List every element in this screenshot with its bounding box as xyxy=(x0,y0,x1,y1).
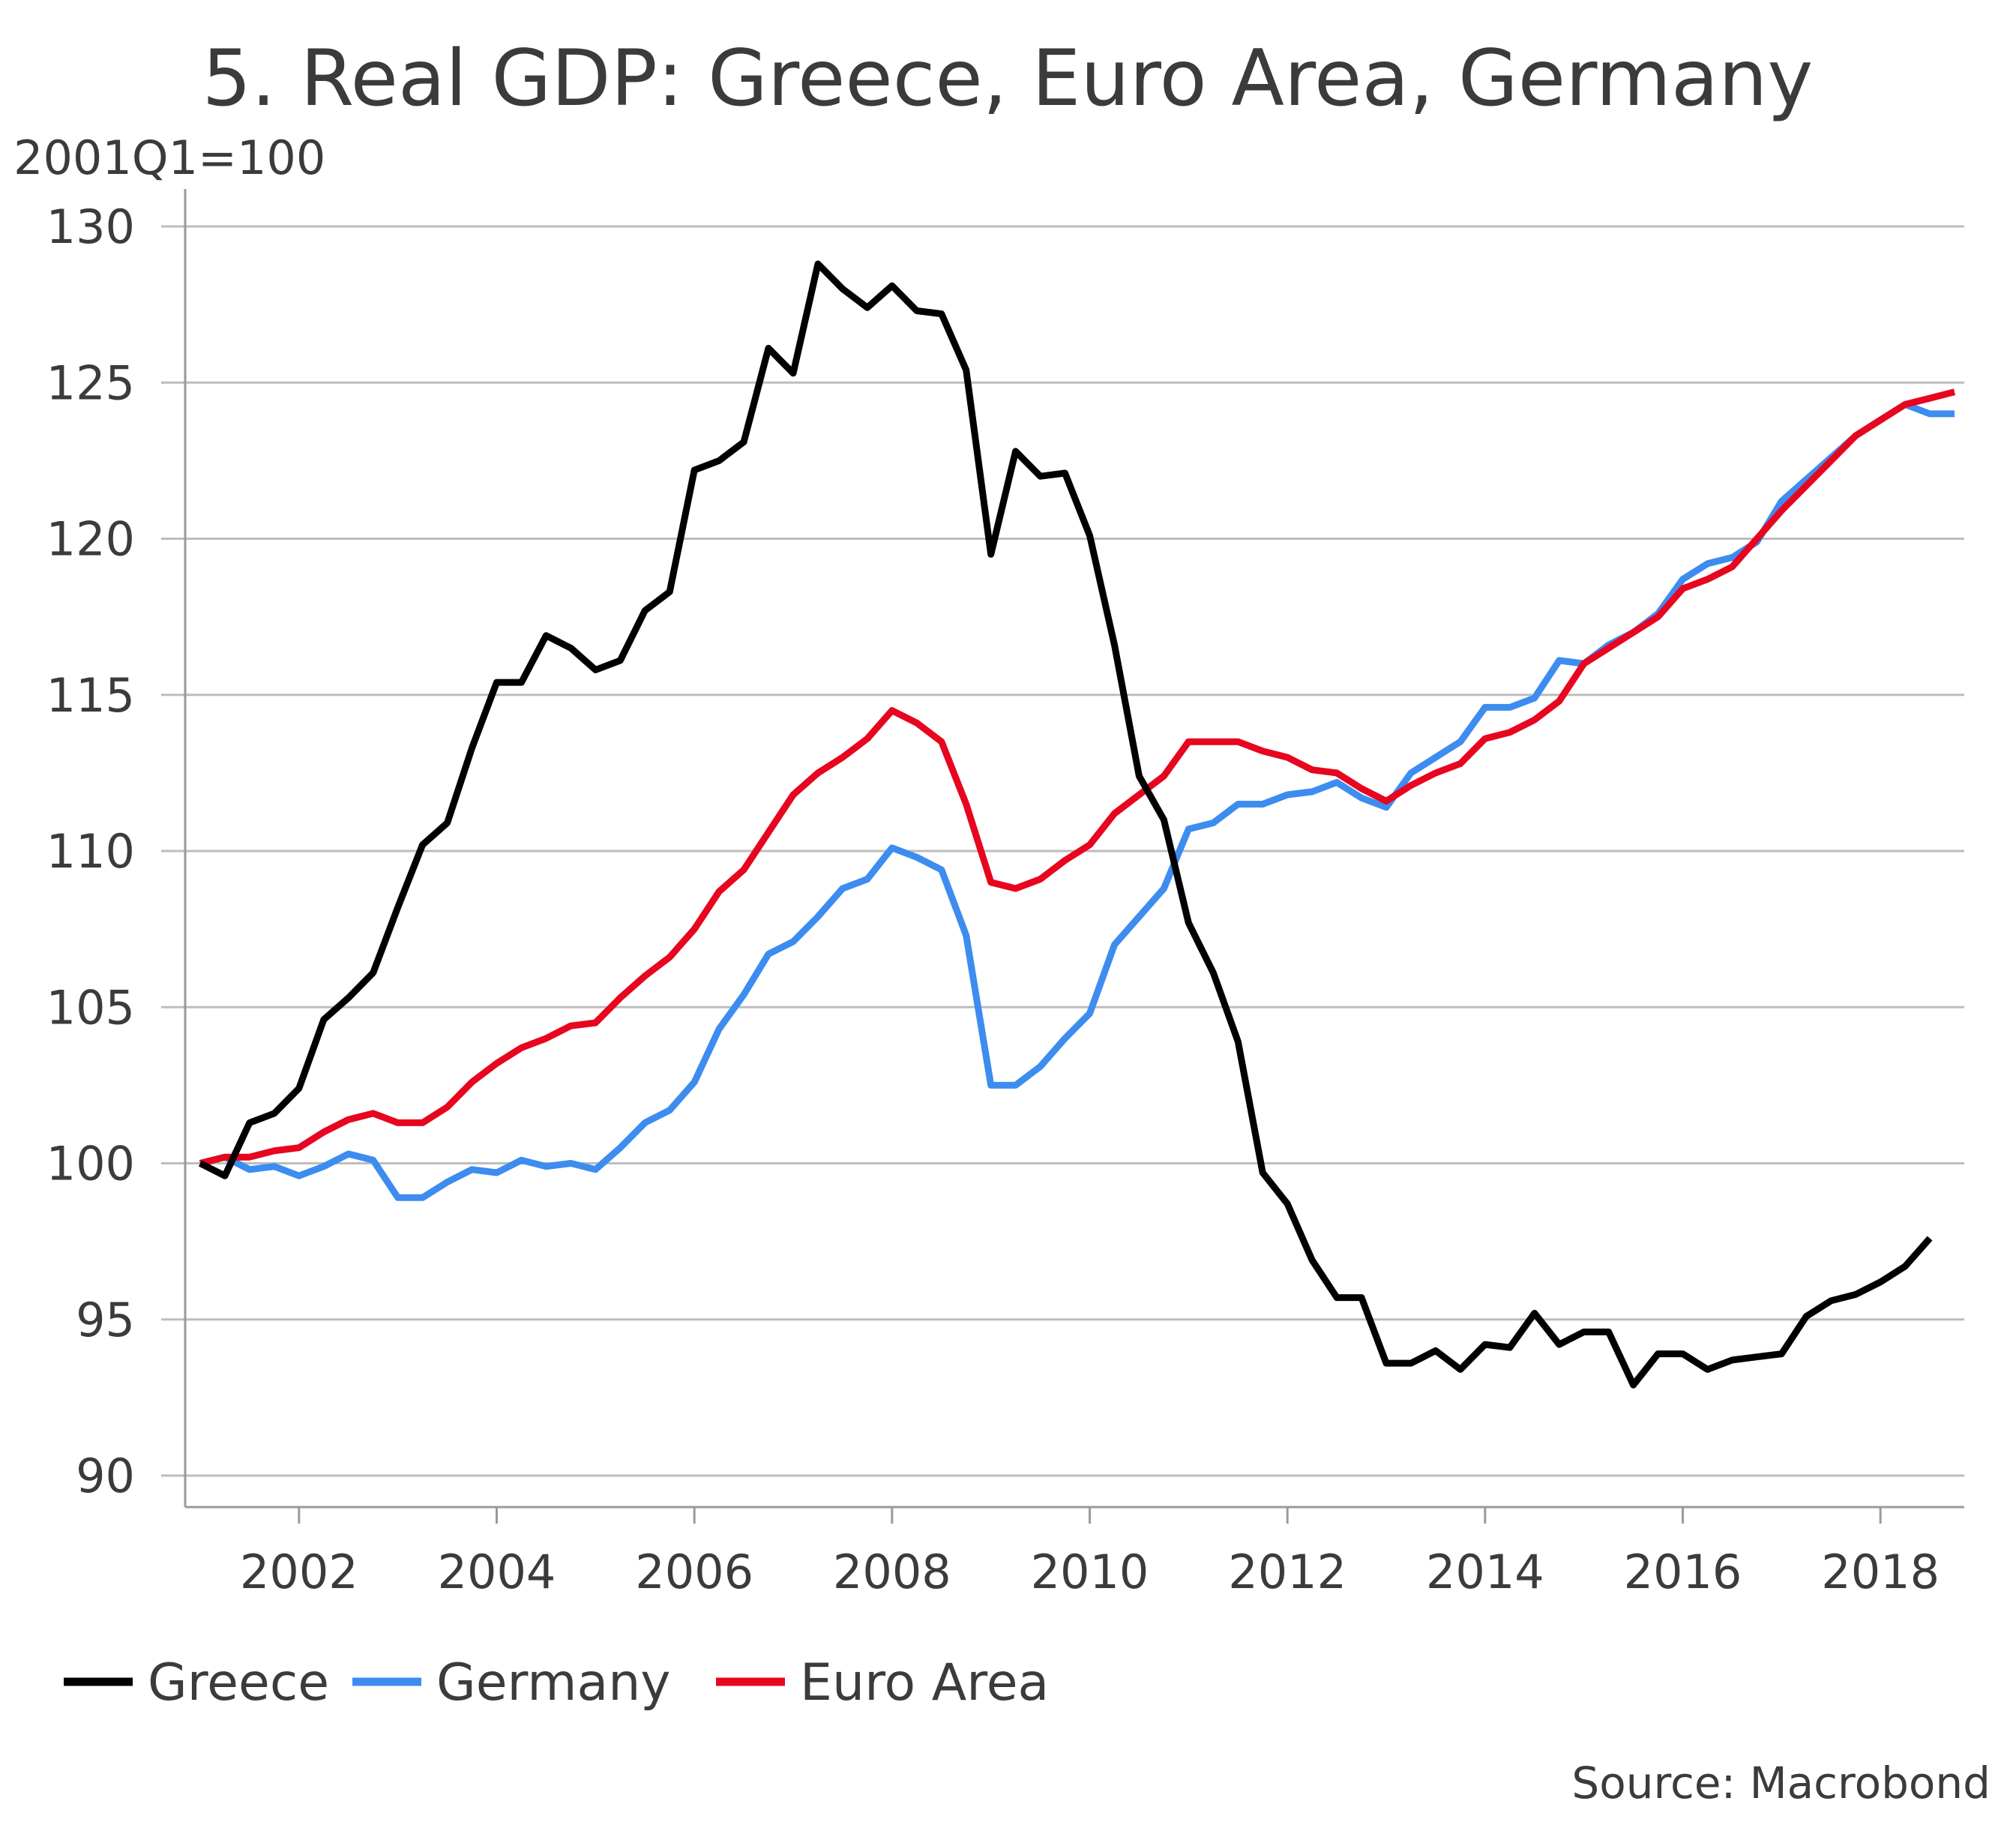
y-tick-label-130: 130 xyxy=(46,199,135,254)
legend: Greece Germany Euro Area xyxy=(64,1653,1049,1713)
x-tick-label-2008: 2008 xyxy=(833,1545,951,1599)
x-tick-label-2014: 2014 xyxy=(1426,1545,1544,1599)
x-axis-ticks: 2002 2004 2006 2008 2010 2012 2014 2016 2018 xyxy=(240,1507,1940,1599)
series-line-greece xyxy=(198,260,1933,1389)
y-tick-label-90: 90 xyxy=(76,1449,135,1503)
y-axis-ticks: 90 95 100 105 110 115 120 125 130 xyxy=(46,199,135,1503)
x-tick-label-2018: 2018 xyxy=(1821,1545,1940,1599)
legend-label-euro-area: Euro Area xyxy=(800,1653,1049,1713)
y-tick-label-100: 100 xyxy=(46,1137,135,1191)
y-tick-label-110: 110 xyxy=(46,824,135,879)
x-tick-label-2002: 2002 xyxy=(240,1545,358,1599)
legend-label-germany: Germany xyxy=(436,1653,671,1713)
x-tick-label-2006: 2006 xyxy=(635,1545,753,1599)
y-axis-unit-label: 2001Q1=100 xyxy=(13,130,325,185)
x-tick-label-2016: 2016 xyxy=(1624,1545,1742,1599)
y-tick-label-95: 95 xyxy=(76,1293,135,1347)
legend-label-greece: Greece xyxy=(148,1653,329,1713)
chart-title: 5. Real GDP: Greece, Euro Area, Germany xyxy=(202,34,1814,124)
y-tick-label-120: 120 xyxy=(46,512,135,567)
y-tick-label-115: 115 xyxy=(46,668,135,723)
x-tick-label-2010: 2010 xyxy=(1031,1545,1149,1599)
axes xyxy=(184,189,1964,1509)
series-lines xyxy=(198,260,1956,1389)
x-tick-label-2012: 2012 xyxy=(1228,1545,1346,1599)
series-line-germany xyxy=(199,400,1955,1201)
y-tick-label-105: 105 xyxy=(46,980,135,1035)
source-note: Source: Macrobond xyxy=(1571,1758,1991,1809)
series-line-euro-area xyxy=(199,388,1956,1167)
gridlines xyxy=(161,225,1964,1477)
y-tick-label-125: 125 xyxy=(46,355,135,410)
x-tick-label-2004: 2004 xyxy=(438,1545,556,1599)
